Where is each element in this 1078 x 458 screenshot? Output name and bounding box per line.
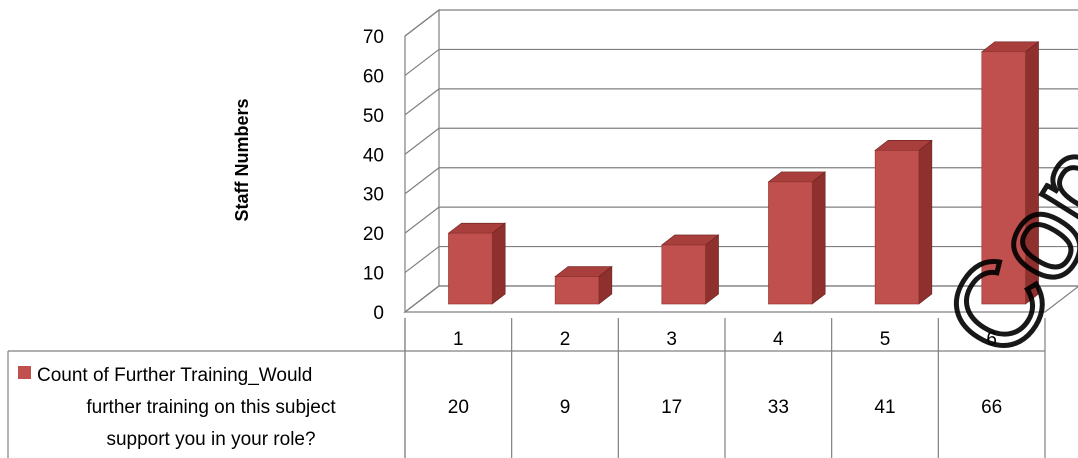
bar (447, 222, 507, 305)
x-tick-label: 1 (453, 329, 464, 350)
y-axis-label: Staff Numbers (232, 98, 252, 221)
gridline-side (404, 167, 440, 195)
series-name-line: Count of Further Training_Would (37, 365, 312, 386)
bar-front (661, 244, 706, 305)
series-name-line: further training on this subject (86, 397, 336, 418)
side-wall (404, 8, 440, 314)
gridlines (404, 9, 1078, 313)
bar (767, 171, 827, 305)
bar-front (448, 232, 493, 305)
x-tick-label: 5 (880, 329, 891, 350)
bar-side (811, 171, 826, 305)
bar-front (554, 276, 600, 305)
series-name-line: support you in your role? (106, 429, 315, 450)
y-axis-ticks: 0 10 20 30 40 50 60 70 (363, 27, 384, 324)
y-tick-label: 60 (363, 66, 384, 87)
data-table: 1 2 3 4 5 6 Count of Further Training_Wouldfur… (7, 318, 1046, 458)
bar (980, 41, 1040, 305)
gridline-side (404, 127, 440, 155)
gridline-side (404, 246, 440, 274)
legend-key (18, 366, 31, 379)
gridline-side (404, 48, 440, 76)
y-tick-label: 20 (363, 224, 384, 245)
data-value-label: 33 (768, 397, 789, 418)
data-value-label: 41 (874, 397, 895, 418)
bar-side (918, 139, 933, 305)
gridline-side (404, 285, 440, 313)
bar-side (705, 234, 719, 305)
gridline-side (404, 9, 440, 37)
y-tick-label: 40 (363, 145, 384, 166)
data-value-label: 17 (661, 397, 682, 418)
x-tick-label: 3 (666, 329, 677, 350)
y-tick-label: 0 (373, 303, 384, 324)
bar-series (447, 41, 1040, 305)
x-tick-label: 6 (986, 329, 997, 350)
bar-front (981, 51, 1026, 305)
y-tick-label: 70 (363, 27, 384, 48)
y-tick-label: 10 (363, 264, 384, 285)
bar-side (491, 222, 506, 305)
bar-front (768, 181, 813, 305)
bar (660, 234, 720, 305)
y-tick-label: 30 (363, 185, 384, 206)
x-tick-label: 4 (773, 329, 784, 350)
data-value-label: 20 (448, 397, 469, 418)
bar (554, 265, 613, 305)
bar (874, 139, 933, 305)
data-value-label: 9 (560, 397, 571, 418)
bar-front (874, 150, 920, 305)
data-value-label: 66 (981, 397, 1002, 418)
x-tick-label: 2 (560, 329, 571, 350)
y-tick-label: 50 (363, 106, 384, 127)
gridline-side (404, 206, 440, 234)
gridline-side (404, 88, 440, 116)
